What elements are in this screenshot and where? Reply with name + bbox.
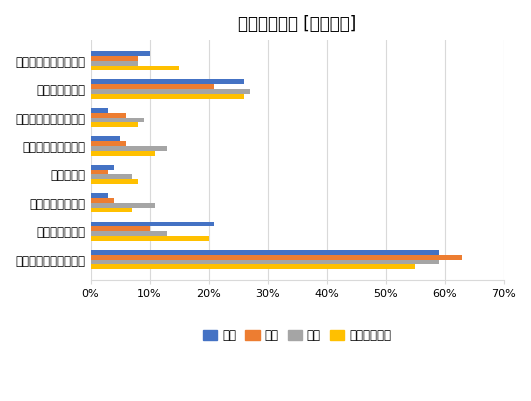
- Bar: [91, 259, 439, 264]
- Bar: [91, 236, 209, 241]
- Bar: [91, 56, 138, 61]
- Bar: [91, 84, 215, 89]
- Bar: [91, 113, 126, 117]
- Bar: [91, 179, 138, 184]
- Legend: 日本, 英国, 米国, スウェーデン: 日本, 英国, 米国, スウェーデン: [199, 324, 396, 347]
- Bar: [91, 203, 156, 208]
- Title: 仕事での利用 [複数回答]: 仕事での利用 [複数回答]: [238, 15, 356, 33]
- Bar: [91, 250, 439, 255]
- Bar: [91, 221, 215, 226]
- Bar: [91, 170, 108, 174]
- Bar: [91, 231, 167, 236]
- Bar: [91, 255, 463, 259]
- Bar: [91, 136, 120, 141]
- Bar: [91, 174, 132, 179]
- Bar: [91, 65, 179, 70]
- Bar: [91, 122, 138, 127]
- Bar: [91, 89, 250, 94]
- Bar: [91, 146, 167, 151]
- Bar: [91, 61, 138, 65]
- Bar: [91, 108, 108, 113]
- Bar: [91, 264, 415, 269]
- Bar: [91, 151, 156, 156]
- Bar: [91, 79, 244, 84]
- Bar: [91, 141, 126, 146]
- Bar: [91, 165, 114, 170]
- Bar: [91, 226, 150, 231]
- Bar: [91, 193, 108, 198]
- Bar: [91, 208, 132, 213]
- Bar: [91, 94, 244, 99]
- Bar: [91, 117, 144, 122]
- Bar: [91, 198, 114, 203]
- Bar: [91, 51, 150, 56]
